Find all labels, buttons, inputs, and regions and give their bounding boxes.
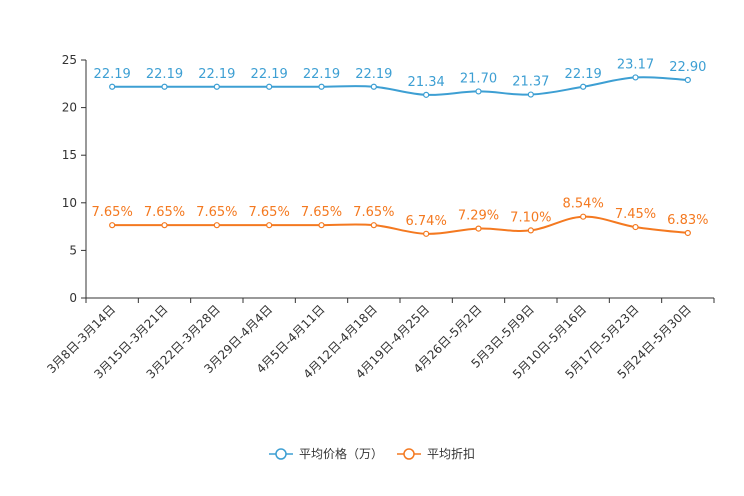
series-0-point[interactable] (632, 74, 639, 81)
y-tick-label: 25 (62, 53, 77, 67)
series-0-point[interactable] (109, 83, 116, 90)
series-0-point[interactable] (318, 83, 325, 90)
series-0-data-label: 22.90 (669, 60, 706, 75)
series-1-data-label: 7.45% (615, 207, 656, 222)
series-1-data-label: 7.65% (196, 205, 237, 220)
series-1-data-label: 7.29% (458, 209, 499, 224)
series-1-point[interactable] (684, 229, 691, 237)
series-line-1 (112, 215, 688, 235)
series-0-data-label: 21.34 (408, 75, 445, 90)
series-0-point[interactable] (370, 83, 377, 90)
series-0-point[interactable] (213, 83, 220, 90)
legend-item-0[interactable]: 平均价格（万） (268, 446, 383, 461)
legend-item-1[interactable]: 平均折扣 (397, 446, 475, 461)
series-0-point[interactable] (684, 76, 691, 84)
legend-marker-icon (275, 448, 287, 460)
series-0-point[interactable] (423, 91, 430, 98)
series-1-data-label: 7.10% (510, 210, 551, 225)
chart-legend[interactable]: 平均价格（万） 平均折扣 (268, 446, 475, 461)
series-0-data-label: 22.19 (251, 67, 288, 82)
series-1-data-label: 7.65% (92, 205, 133, 220)
legend-label: 平均折扣 (427, 446, 475, 461)
series-0-point[interactable] (580, 83, 587, 90)
series-1-point[interactable] (266, 222, 273, 229)
legend-marker-icon (403, 448, 415, 460)
series-1-point[interactable] (318, 222, 325, 229)
series-0-data-label: 23.17 (617, 57, 654, 72)
legend-label: 平均价格（万） (299, 446, 383, 461)
series-0-point[interactable] (266, 83, 273, 90)
series-1-point[interactable] (580, 213, 587, 220)
series-1-data-label: 7.65% (144, 205, 185, 220)
series-1-point[interactable] (161, 222, 168, 229)
series-0-data-label: 21.37 (512, 75, 549, 90)
series-0-data-label: 22.19 (146, 67, 183, 82)
chart-series (109, 74, 691, 237)
series-1-data-label: 7.65% (301, 205, 342, 220)
series-1-point[interactable] (109, 222, 116, 229)
series-0-point[interactable] (527, 91, 534, 98)
series-1-data-label: 8.54% (563, 197, 604, 212)
series-1-point[interactable] (475, 225, 482, 232)
series-0-data-label: 22.19 (198, 67, 235, 82)
y-tick-label: 0 (69, 291, 77, 305)
series-1-point[interactable] (423, 230, 430, 237)
y-tick-label: 5 (69, 243, 77, 257)
series-1-data-label: 7.65% (353, 205, 394, 220)
series-1-data-label: 6.74% (406, 214, 447, 229)
y-tick-label: 15 (62, 148, 77, 162)
series-1-data-label: 7.65% (249, 205, 290, 220)
y-tick-label: 10 (62, 196, 77, 210)
series-0-data-label: 22.19 (94, 67, 131, 82)
chart-data-labels: 22.19 22.19 22.19 22.19 22.19 22.19 21.34 21.70… (92, 57, 709, 228)
series-0-point[interactable] (475, 88, 482, 95)
series-0-data-label: 21.70 (460, 71, 497, 86)
series-1-point[interactable] (632, 223, 639, 231)
y-tick-label: 20 (62, 101, 77, 115)
series-1-point[interactable] (213, 222, 220, 229)
series-1-data-label: 6.83% (667, 213, 708, 228)
series-line-0 (112, 76, 688, 96)
series-0-point[interactable] (161, 83, 168, 90)
series-0-data-label: 22.19 (303, 67, 340, 82)
series-0-data-label: 22.19 (355, 67, 392, 82)
series-1-point[interactable] (527, 227, 534, 234)
series-0-data-label: 22.19 (565, 67, 602, 82)
series-1-point[interactable] (370, 222, 377, 229)
